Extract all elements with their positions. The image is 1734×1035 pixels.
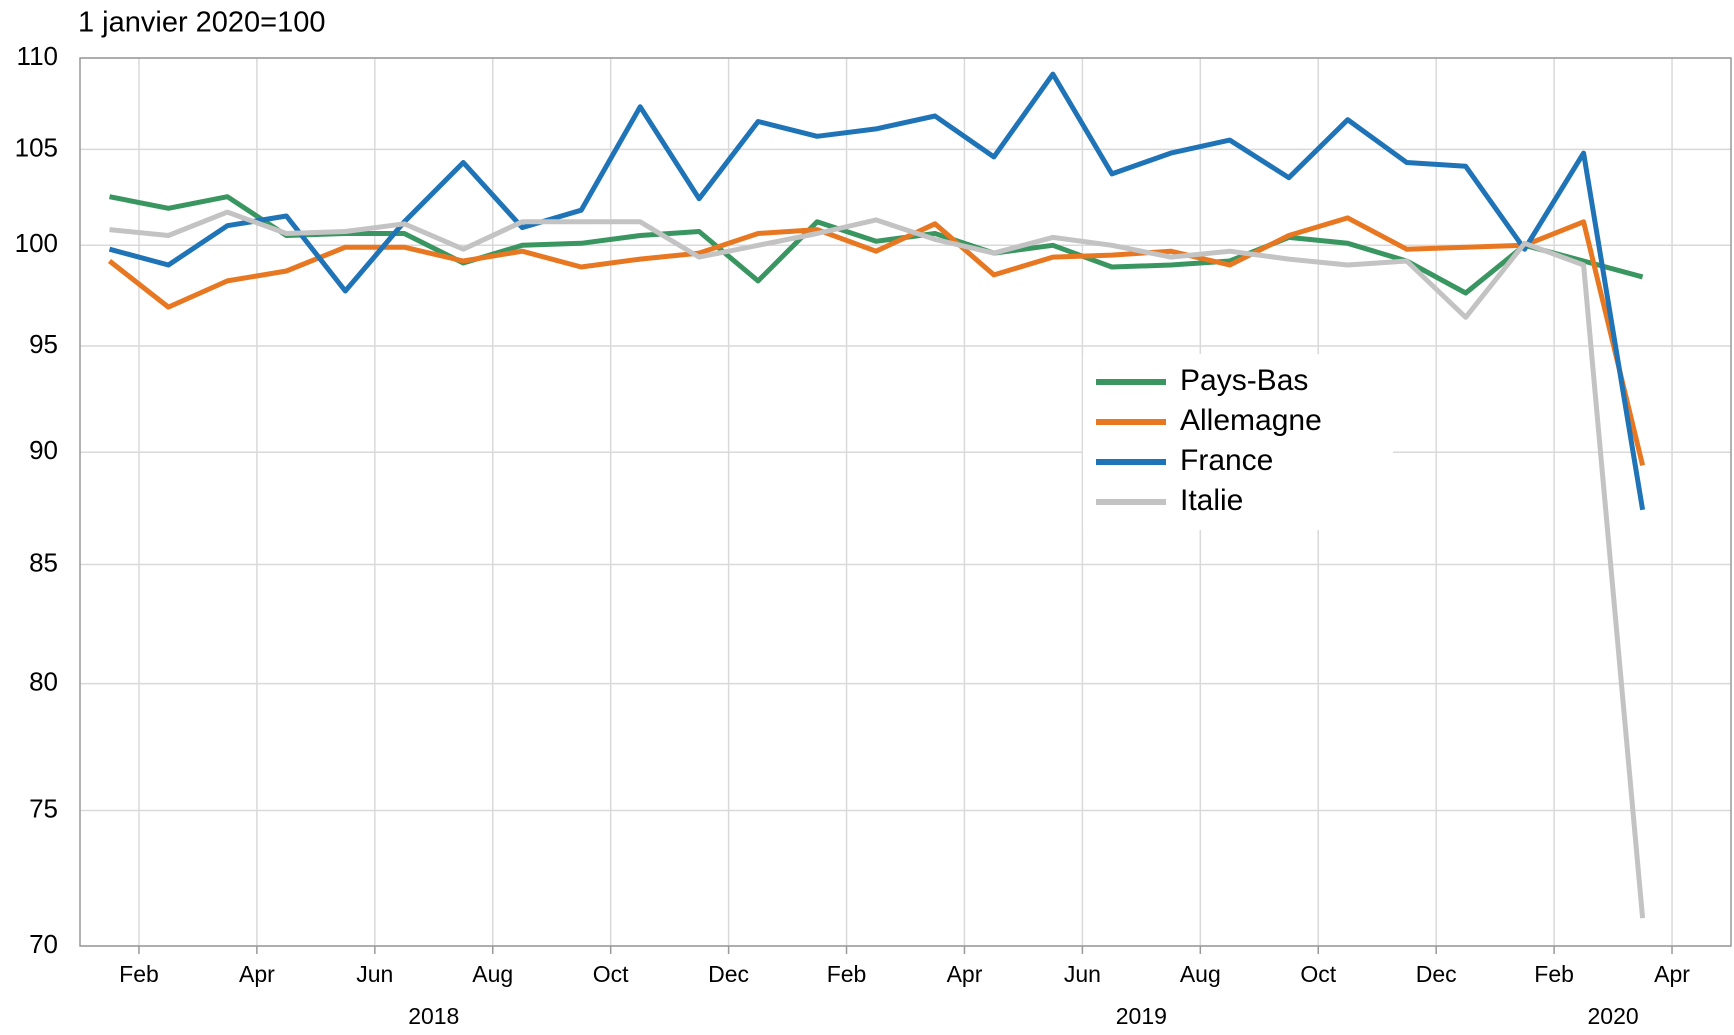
x-tick-label: Jun xyxy=(356,961,393,987)
y-tick-label: 75 xyxy=(29,793,58,823)
x-tick-label: Jun xyxy=(1064,961,1101,987)
x-tick-label: Feb xyxy=(827,961,867,987)
series-line xyxy=(109,194,1644,296)
x-tick-label: Apr xyxy=(1654,961,1690,987)
year-label: 2019 xyxy=(1116,1003,1167,1029)
series-line xyxy=(108,71,1646,511)
x-tick-label: Aug xyxy=(472,961,513,987)
year-label: 2020 xyxy=(1587,1003,1638,1029)
x-tick-label: Apr xyxy=(239,961,275,987)
y-tick-label: 110 xyxy=(17,41,58,71)
x-tick-label: Oct xyxy=(1300,961,1336,987)
x-tick-label: Feb xyxy=(1534,961,1574,987)
series-line xyxy=(109,209,1646,919)
x-tick-label: Oct xyxy=(593,961,629,987)
y-tick-label: 100 xyxy=(15,228,58,258)
x-tick-label: Feb xyxy=(119,961,159,987)
x-tick-label: Dec xyxy=(708,961,749,987)
y-tick-label: 95 xyxy=(29,329,58,359)
legend-label: Italie xyxy=(1180,484,1243,517)
x-tick-label: Apr xyxy=(947,961,983,987)
y-tick-label: 80 xyxy=(29,667,58,697)
y-tick-label: 85 xyxy=(29,547,58,577)
x-tick-label: Aug xyxy=(1180,961,1221,987)
y-tick-label: 90 xyxy=(29,435,58,465)
legend-label: Allemagne xyxy=(1180,404,1322,437)
legend-label: Pays-Bas xyxy=(1180,364,1308,397)
y-tick-label: 105 xyxy=(15,132,58,162)
plot-frame xyxy=(79,57,1732,947)
y-tick-label: 70 xyxy=(29,929,58,959)
year-label: 2018 xyxy=(408,1003,459,1029)
y-axis-label: 1 janvier 2020=100 xyxy=(78,7,326,39)
x-tick-label: Dec xyxy=(1416,961,1457,987)
series-line xyxy=(107,215,1646,466)
legend-label: France xyxy=(1180,444,1273,477)
